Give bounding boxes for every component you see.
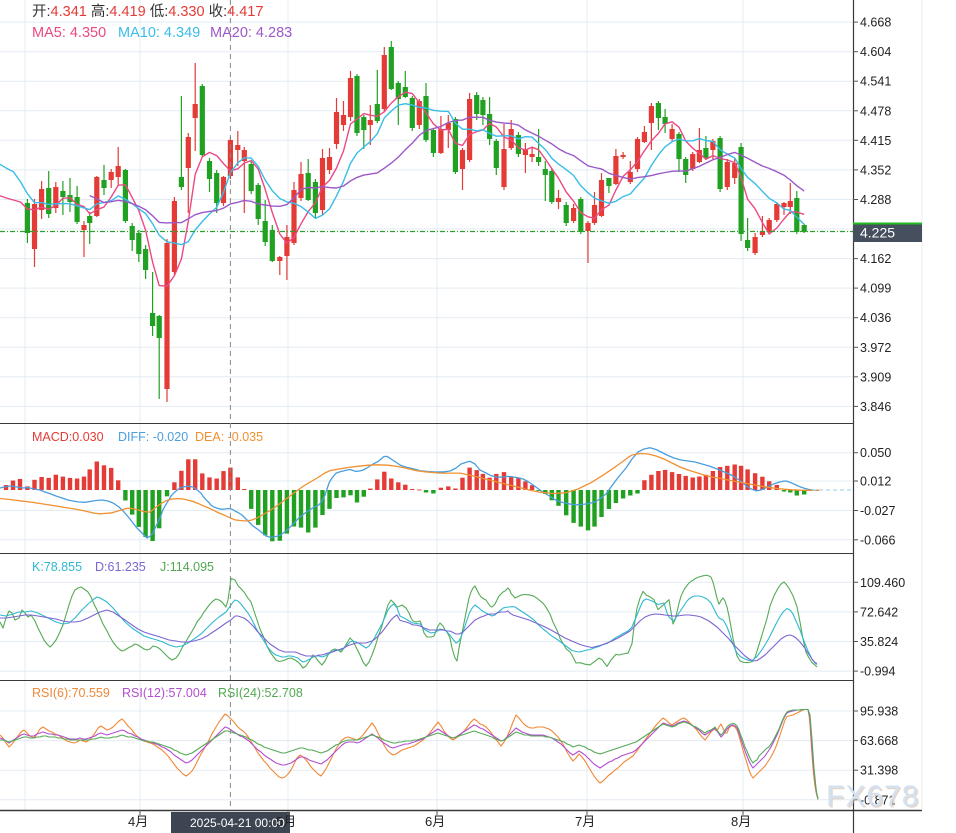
svg-text:4.415: 4.415 [860,134,891,148]
svg-text:开:4.341 高:4.419 低:4.330 收:4: 开:4.341 高:4.419 低:4.330 收:4.417 [32,3,263,20]
svg-text:4.604: 4.604 [860,45,891,59]
svg-text:7月: 7月 [575,814,595,829]
svg-text:4.162: 4.162 [860,252,891,266]
svg-text:4.478: 4.478 [860,104,891,118]
svg-text:FX678: FX678 [826,780,919,813]
svg-text:4.225: 4.225 [860,225,895,241]
svg-text:109.460: 109.460 [860,576,905,590]
svg-text:6月: 6月 [425,814,445,829]
svg-text:0.050: 0.050 [860,446,891,460]
svg-text:63.668: 63.668 [860,734,898,748]
svg-text:72.642: 72.642 [860,605,898,619]
svg-text:4.541: 4.541 [860,75,891,89]
svg-text:4.099: 4.099 [860,282,891,296]
svg-text:35.824: 35.824 [860,635,898,649]
svg-text:0.012: 0.012 [860,475,891,489]
svg-text:2025-04-21 00:00: 2025-04-21 00:00 [190,816,285,830]
svg-text:8月: 8月 [731,814,751,829]
svg-text:4月: 4月 [128,814,148,829]
svg-text:31.398: 31.398 [860,764,898,778]
svg-text:3.909: 3.909 [860,370,891,384]
svg-text:4.036: 4.036 [860,311,891,325]
svg-text:-0.994: -0.994 [860,665,895,679]
svg-text:4.668: 4.668 [860,16,891,30]
svg-text:3.972: 3.972 [860,341,891,355]
svg-text:95.938: 95.938 [860,705,898,719]
svg-text:5月: 5月 [276,814,296,829]
svg-text:FX678: FX678 [828,782,921,815]
svg-text:-0.871: -0.871 [860,793,895,807]
svg-text:3.846: 3.846 [860,400,891,414]
svg-text:MA5: 4.350 MA10: 4.349 MA20:: MA5: 4.350 MA10: 4.349 MA20: 4.283 [32,25,292,41]
svg-text:-0.066: -0.066 [860,533,895,547]
svg-text:4.288: 4.288 [860,193,891,207]
svg-text:-0.027: -0.027 [860,504,895,518]
svg-text:4.352: 4.352 [860,163,891,177]
